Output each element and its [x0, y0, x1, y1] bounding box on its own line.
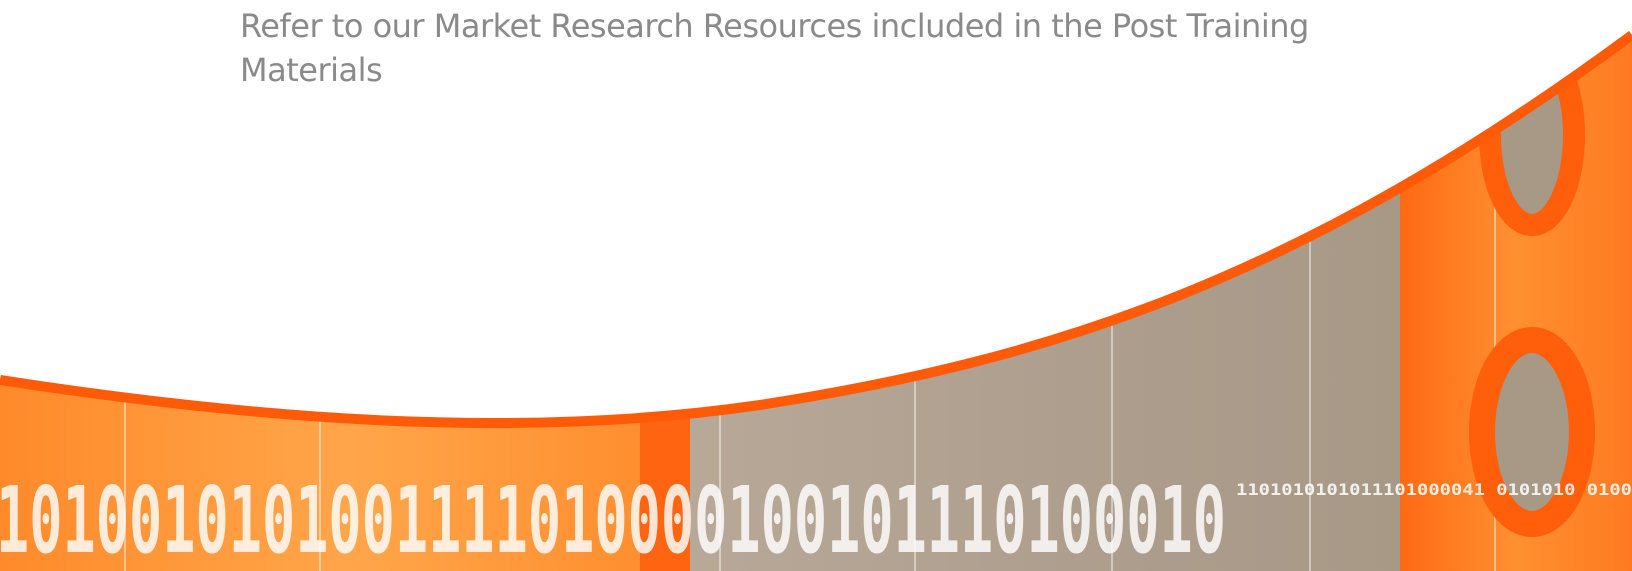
- binary-text-large: 1010010101001111010000100101110100010: [0, 467, 1226, 571]
- binary-text-small: 1101010101011101000041 0101010 0100: [1236, 480, 1632, 499]
- swoosh-edge: [0, 30, 1632, 429]
- body-text: Refer to our Market Research Resources i…: [240, 7, 1309, 89]
